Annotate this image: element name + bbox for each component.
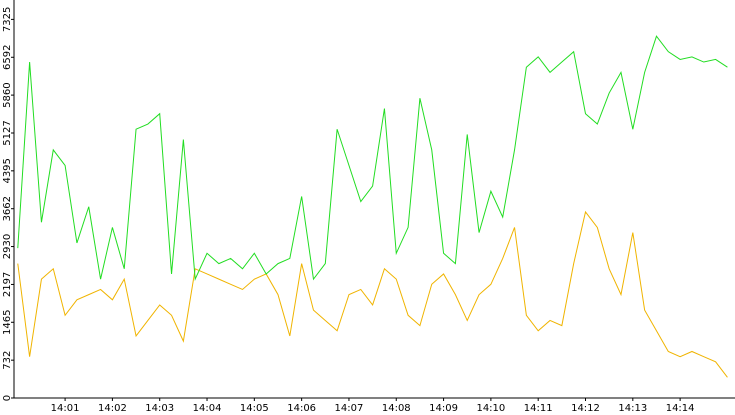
y-tick-label: 6592 xyxy=(2,45,13,70)
series-line xyxy=(17,210,728,378)
x-tick-label: 14:06 xyxy=(287,403,316,414)
x-tick-label: 14:03 xyxy=(145,403,174,414)
x-tick-label: 14:12 xyxy=(571,403,600,414)
y-tick-label: 7325 xyxy=(2,7,13,32)
y-tick-label: 4395 xyxy=(2,158,13,183)
y-tick-label: 5860 xyxy=(2,82,13,107)
y-tick-label: 732 xyxy=(2,351,13,370)
y-tick-label: 0 xyxy=(2,395,13,401)
x-tick-label: 14:01 xyxy=(51,403,80,414)
y-tick-label: 2930 xyxy=(2,234,13,259)
y-tick-label: 2197 xyxy=(2,272,13,297)
x-tick-label: 14:14 xyxy=(666,403,695,414)
x-tick-label: 14:13 xyxy=(618,403,647,414)
x-tick-label: 14:08 xyxy=(382,403,411,414)
x-tick-label: 14:05 xyxy=(240,403,269,414)
series-line xyxy=(17,35,728,282)
x-tick-label: 14:07 xyxy=(335,403,364,414)
x-tick-label: 14:11 xyxy=(524,403,553,414)
y-tick-label: 3662 xyxy=(2,196,13,221)
x-tick-label: 14:09 xyxy=(429,403,458,414)
y-tick-label: 1465 xyxy=(2,310,13,335)
x-tick-label: 14:04 xyxy=(193,403,222,414)
x-tick-label: 14:10 xyxy=(476,403,505,414)
y-tick-label: 5127 xyxy=(2,120,13,145)
x-tick-label: 14:02 xyxy=(98,403,127,414)
